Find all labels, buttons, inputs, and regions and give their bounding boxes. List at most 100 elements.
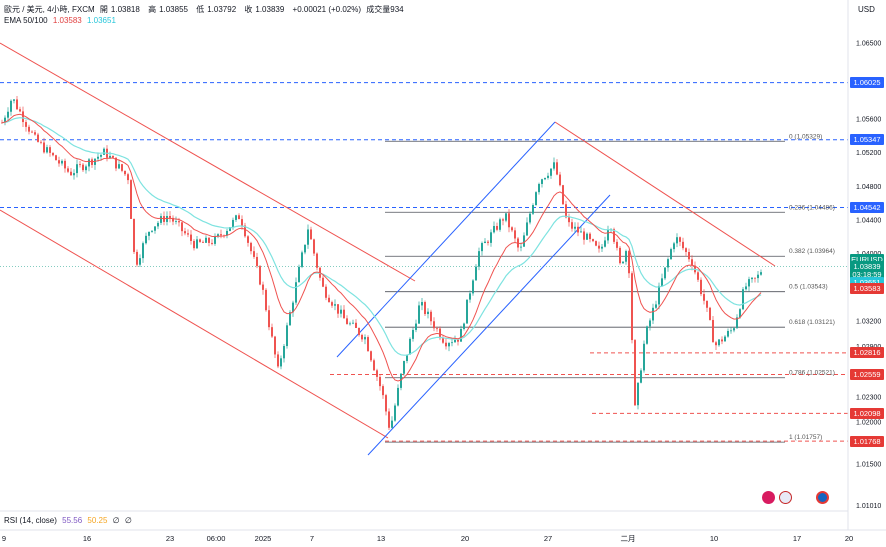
candle-body [214,236,216,244]
candle-body [685,248,687,253]
rsi-header[interactable]: RSI (14, close) 55.56 50.25 ∅ ∅ [4,516,135,525]
candle-body [427,311,429,315]
ema50-line [1,113,762,382]
trendline-1 [0,209,389,439]
us-flag-icon[interactable] [779,491,792,504]
currency-label[interactable]: USD [858,5,875,14]
candle-body [562,185,564,205]
change-value: +0.00021 (+0.02%) [292,5,362,14]
candle-body [337,304,339,314]
candle-body [145,235,147,244]
candle-body [526,222,528,236]
candle-body [127,174,129,181]
candle-body [550,168,552,176]
candle-body [7,111,9,118]
candle-body [721,339,723,342]
candle-body [739,309,741,318]
candle-body [634,340,636,406]
candle-body [574,226,576,229]
candle-body [202,241,204,243]
ema-header[interactable]: EMA 50/100 1.03583 1.03651 [4,16,119,25]
candle-body [34,132,36,135]
candle-body [283,346,285,359]
candle-body [208,237,210,243]
candle-body [376,370,378,377]
candle-body [64,160,66,169]
candle-body [10,100,12,112]
candle-body [415,323,417,330]
x-tick-label: 16 [83,534,91,543]
candle-body [262,284,264,290]
candle-body [193,240,195,249]
candle-body [652,307,654,321]
candle-body [508,213,510,228]
candle-body [355,322,357,328]
candle-body [604,240,606,247]
y-tick-label: 1.04800 [856,184,881,191]
candle-body [421,302,423,306]
candle-body [370,351,372,361]
candle-body [52,152,54,156]
candle-body [97,156,99,159]
candle-body [703,294,705,301]
candle-body [82,164,84,171]
candle-body [103,148,105,155]
event-flag-icon[interactable] [762,491,775,504]
candle-body [79,164,81,166]
candle-body [637,382,639,406]
candle-body [148,231,150,236]
candle-body [628,251,630,274]
price-tag: 1.02559 [850,369,884,381]
candle-body [235,215,237,220]
eu-flag-icon[interactable] [816,491,829,504]
x-tick-label: 二月 [621,534,636,543]
candle-body [688,252,690,260]
candle-body [709,307,711,320]
candle-body [295,282,297,303]
candle-body [520,246,522,248]
candle-body [433,321,435,329]
open-value: 1.03818 [110,5,140,14]
candle-body [658,285,660,305]
candle-body [289,312,291,326]
candle-body [154,226,156,231]
horizontal-levels [0,82,848,442]
close-label: 收 [244,5,253,14]
candle-body [496,225,498,230]
candle-body [691,259,693,266]
candle-body [463,323,465,329]
candle-body [358,327,360,335]
candle-body [85,166,87,171]
candle-body [238,215,240,220]
candle-body [250,242,252,252]
fib-label-5: 0.786 (1.02521) [789,370,835,377]
fib-label-0: 0 (1.05329) [789,133,822,140]
y-tick-label: 1.02900 [856,344,881,351]
candle-body [595,241,597,246]
x-tick-label: 2025 [255,534,272,543]
candle-body [745,286,747,290]
candle-body [220,234,222,236]
candle-body [715,342,717,346]
symbol-name[interactable]: 歐元 / 美元, 4小時, FXCM [4,5,95,14]
x-tick-label: 20 [461,534,469,543]
ema-label: EMA 50/100 [4,16,48,25]
candle-body [346,318,348,325]
candle-body [286,325,288,347]
trendline-4 [367,194,611,456]
candle-body [613,229,615,242]
candle-body [190,234,192,241]
price-tag: 1.03583 [850,282,884,294]
candle-body [442,338,444,343]
candle-body [670,249,672,260]
high-label: 高 [148,5,157,14]
candle-body [754,277,756,279]
candle-body [331,302,333,306]
candle-body [583,231,585,240]
candle-body [472,280,474,294]
price-tag: 1.06025 [850,77,884,89]
candle-body [565,204,567,218]
candle-body [199,239,201,242]
